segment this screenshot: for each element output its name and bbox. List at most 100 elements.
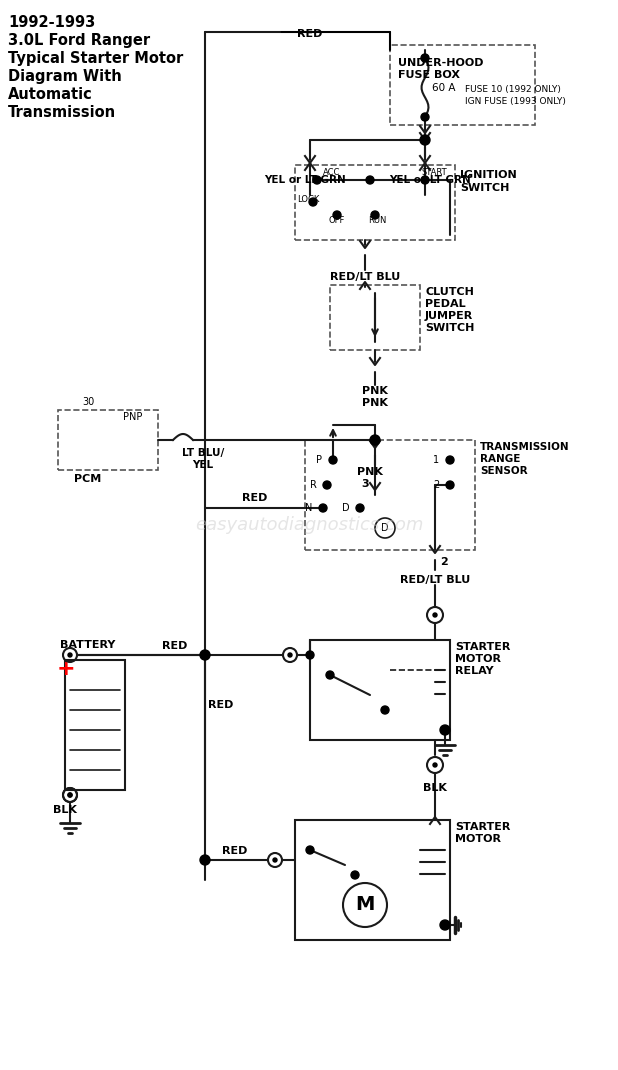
Text: FUSE BOX: FUSE BOX [398, 70, 460, 80]
Text: BLK: BLK [423, 783, 447, 793]
Circle shape [288, 653, 292, 657]
Text: PNK: PNK [357, 467, 383, 477]
Text: RED: RED [163, 641, 188, 651]
Circle shape [370, 435, 380, 445]
Circle shape [306, 846, 314, 854]
Text: Typical Starter Motor: Typical Starter Motor [8, 51, 184, 66]
Circle shape [446, 456, 454, 464]
Text: M: M [355, 896, 375, 915]
Text: YEL or LT GRN: YEL or LT GRN [389, 175, 471, 185]
Circle shape [440, 725, 450, 735]
Text: BATTERY: BATTERY [60, 640, 116, 649]
Text: PEDAL: PEDAL [425, 299, 465, 309]
Circle shape [351, 871, 359, 878]
Circle shape [446, 482, 454, 489]
Text: RUN: RUN [368, 216, 386, 225]
Circle shape [433, 613, 437, 617]
Circle shape [381, 706, 389, 714]
Text: RED: RED [242, 493, 268, 503]
Circle shape [420, 135, 430, 146]
Circle shape [313, 175, 321, 184]
Bar [305, 440, 475, 550]
Text: JUMPER: JUMPER [425, 311, 473, 321]
Circle shape [366, 175, 374, 184]
Circle shape [68, 793, 72, 797]
Bar [390, 45, 535, 125]
Text: STARTER: STARTER [455, 822, 510, 832]
Text: LT BLU/: LT BLU/ [182, 448, 224, 458]
Circle shape [333, 211, 341, 219]
Text: Automatic: Automatic [8, 87, 93, 102]
Text: FUSE 10 (1992 ONLY): FUSE 10 (1992 ONLY) [465, 85, 561, 94]
Text: 3.0L Ford Ranger: 3.0L Ford Ranger [8, 33, 150, 48]
Circle shape [273, 858, 277, 862]
Text: UNDER-HOOD: UNDER-HOOD [398, 58, 483, 68]
Text: 60 A: 60 A [432, 83, 455, 93]
Text: PCM: PCM [74, 474, 101, 484]
Text: RED/LT BLU: RED/LT BLU [400, 575, 470, 585]
Circle shape [371, 211, 379, 219]
Text: YEL: YEL [192, 460, 214, 470]
Text: PNK: PNK [362, 386, 388, 396]
Bar [295, 820, 450, 941]
Text: P: P [316, 455, 322, 465]
Text: SWITCH: SWITCH [425, 323, 475, 333]
Bar [310, 640, 450, 740]
Text: 2: 2 [433, 480, 439, 490]
Text: RELAY: RELAY [455, 666, 494, 676]
Text: ACC: ACC [323, 168, 341, 177]
Circle shape [326, 671, 334, 679]
Circle shape [309, 198, 317, 207]
Text: RED: RED [208, 700, 234, 710]
Text: Diagram With: Diagram With [8, 68, 122, 85]
Bar [65, 660, 125, 790]
Circle shape [68, 653, 72, 657]
Text: N: N [305, 503, 313, 513]
Text: 2: 2 [440, 557, 448, 567]
Text: SENSOR: SENSOR [480, 467, 528, 476]
Text: +: + [57, 659, 75, 679]
Text: RED: RED [222, 846, 248, 856]
Text: 3: 3 [361, 479, 369, 489]
Circle shape [440, 920, 450, 930]
Circle shape [68, 793, 72, 797]
Text: SWITCH: SWITCH [460, 183, 509, 193]
Text: MOTOR: MOTOR [455, 834, 501, 844]
Text: START: START [421, 168, 447, 177]
Circle shape [200, 855, 210, 865]
Bar [58, 410, 158, 470]
Text: RANGE: RANGE [480, 454, 520, 464]
Circle shape [323, 482, 331, 489]
Text: RED: RED [297, 29, 323, 39]
Text: CLUTCH: CLUTCH [425, 287, 474, 297]
Text: R: R [310, 480, 316, 490]
Text: 1992-1993: 1992-1993 [8, 15, 95, 30]
Circle shape [319, 504, 327, 513]
Text: BLK: BLK [53, 805, 77, 815]
Circle shape [433, 763, 437, 767]
Text: 30: 30 [82, 397, 94, 407]
Circle shape [356, 504, 364, 513]
Text: IGNITION: IGNITION [460, 170, 517, 180]
Text: D: D [342, 503, 350, 513]
Text: RED/LT BLU: RED/LT BLU [330, 272, 400, 282]
Bar [330, 285, 420, 350]
Text: TRANSMISSION: TRANSMISSION [480, 442, 570, 452]
Circle shape [421, 54, 429, 62]
Text: D: D [381, 523, 389, 533]
Text: MOTOR: MOTOR [455, 654, 501, 664]
Text: PNP: PNP [123, 412, 142, 422]
Bar [295, 165, 455, 240]
Text: IGN FUSE (1993 ONLY): IGN FUSE (1993 ONLY) [465, 97, 566, 106]
Circle shape [200, 649, 210, 660]
Text: PNK: PNK [362, 398, 388, 408]
Circle shape [329, 456, 337, 464]
Circle shape [421, 113, 429, 121]
Text: YEL or LT GRN: YEL or LT GRN [264, 175, 346, 185]
Text: easyautodiagnostics.com: easyautodiagnostics.com [195, 516, 423, 534]
Circle shape [306, 651, 314, 659]
Text: STARTER: STARTER [455, 642, 510, 652]
Text: Transmission: Transmission [8, 105, 116, 120]
Circle shape [421, 175, 429, 184]
Text: 1: 1 [433, 455, 439, 465]
